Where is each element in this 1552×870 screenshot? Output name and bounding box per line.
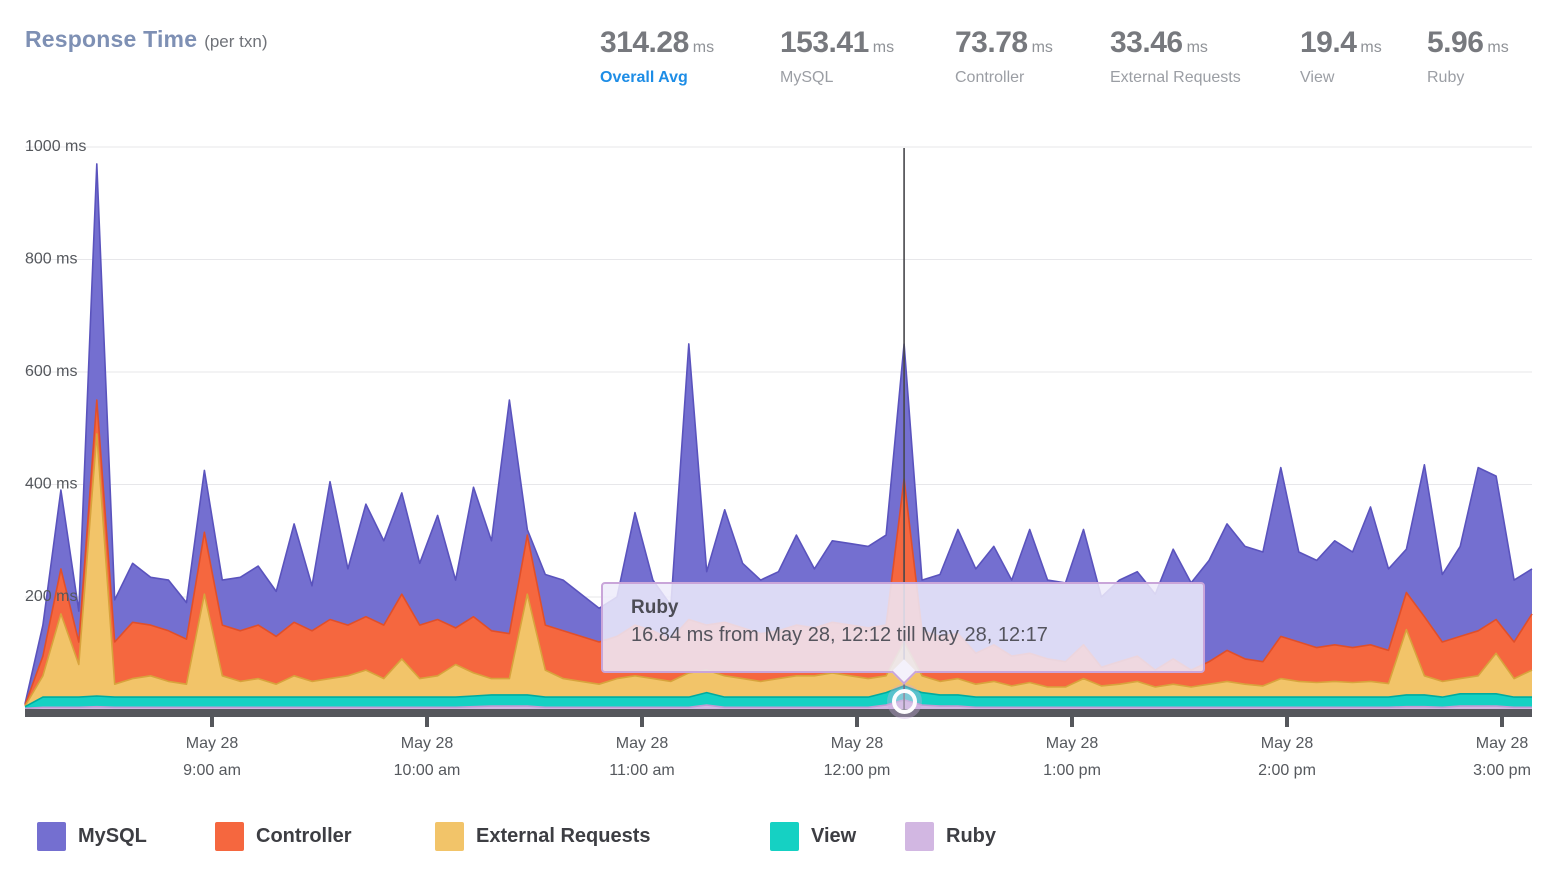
stat-label: MySQL bbox=[780, 69, 834, 86]
chart-tooltip: Ruby 16.84 ms from May 28, 12:12 till Ma… bbox=[601, 582, 1205, 685]
svg-text:3:00 pm: 3:00 pm bbox=[1473, 762, 1531, 779]
legend-item-controller[interactable]: Controller bbox=[215, 822, 352, 851]
legend-label: External Requests bbox=[476, 825, 651, 847]
stat-unit: ms bbox=[872, 39, 895, 56]
svg-text:May 28: May 28 bbox=[831, 735, 884, 752]
svg-text:May 28: May 28 bbox=[186, 735, 239, 752]
stat-unit: ms bbox=[1360, 39, 1382, 56]
legend-item-view[interactable]: View bbox=[770, 822, 856, 851]
page-title: Response Time (per txn) bbox=[25, 26, 267, 53]
svg-text:May 28: May 28 bbox=[616, 735, 669, 752]
svg-text:11:00 am: 11:00 am bbox=[609, 762, 675, 779]
stat-controller: 73.78 ms Controller bbox=[955, 26, 1053, 87]
svg-text:200 ms: 200 ms bbox=[25, 588, 77, 605]
stat-unit: ms bbox=[1031, 39, 1053, 56]
stat-value: 153.41 bbox=[780, 26, 869, 59]
stat-value: 19.4 bbox=[1300, 26, 1357, 59]
stat-label: External Requests bbox=[1110, 69, 1241, 86]
external-requests-swatch-icon bbox=[435, 822, 464, 851]
legend-label: Ruby bbox=[946, 825, 996, 847]
tooltip-value-text: 16.84 ms from May 28, 12:12 till May 28,… bbox=[631, 624, 1048, 646]
svg-text:10:00 am: 10:00 am bbox=[394, 762, 461, 779]
stat-value: 73.78 bbox=[955, 26, 1028, 59]
view-swatch-icon bbox=[770, 822, 799, 851]
stat-view: 19.4 ms View bbox=[1300, 26, 1382, 87]
stat-value: 5.96 bbox=[1427, 26, 1484, 59]
highlight-marker bbox=[892, 689, 917, 714]
svg-text:1000 ms: 1000 ms bbox=[25, 138, 86, 155]
stat-unit: ms bbox=[692, 39, 715, 56]
stat-label: Ruby bbox=[1427, 69, 1465, 86]
legend-item-ruby[interactable]: Ruby bbox=[905, 822, 996, 851]
svg-text:May 28: May 28 bbox=[1476, 735, 1529, 752]
chart-legend: MySQL Controller External Requests View … bbox=[0, 822, 1552, 856]
tooltip-series-name: Ruby bbox=[631, 597, 679, 618]
legend-label: Controller bbox=[256, 825, 352, 847]
ruby-swatch-icon bbox=[905, 822, 934, 851]
chart-title: Response Time bbox=[25, 26, 198, 52]
legend-item-external-requests[interactable]: External Requests bbox=[435, 822, 651, 851]
legend-label: View bbox=[811, 825, 857, 847]
stat-mysql: 153.41 ms MySQL bbox=[780, 26, 894, 87]
svg-text:May 28: May 28 bbox=[1261, 735, 1314, 752]
legend-label: MySQL bbox=[78, 825, 147, 847]
chart-subtitle: (per txn) bbox=[204, 32, 268, 51]
svg-text:600 ms: 600 ms bbox=[25, 363, 77, 380]
stat-value: 314.28 bbox=[600, 26, 689, 59]
svg-text:1:00 pm: 1:00 pm bbox=[1043, 762, 1101, 779]
stat-unit: ms bbox=[1487, 39, 1509, 56]
stat-label[interactable]: Overall Avg bbox=[600, 69, 688, 86]
svg-text:400 ms: 400 ms bbox=[25, 476, 77, 493]
svg-text:2:00 pm: 2:00 pm bbox=[1258, 762, 1316, 779]
stat-value: 33.46 bbox=[1110, 26, 1183, 59]
svg-text:9:00 am: 9:00 am bbox=[183, 762, 241, 779]
svg-text:May 28: May 28 bbox=[1046, 735, 1099, 752]
legend-item-mysql[interactable]: MySQL bbox=[37, 822, 147, 851]
svg-text:12:00 pm: 12:00 pm bbox=[824, 762, 891, 779]
stat-external-requests: 33.46 ms External Requests bbox=[1110, 26, 1241, 87]
stat-label: View bbox=[1300, 69, 1335, 86]
stat-label: Controller bbox=[955, 69, 1025, 86]
stat-ruby: 5.96 ms Ruby bbox=[1427, 26, 1509, 87]
stat-overall-avg: 314.28 ms Overall Avg bbox=[600, 26, 714, 87]
svg-text:May 28: May 28 bbox=[401, 735, 454, 752]
mysql-swatch-icon bbox=[37, 822, 66, 851]
controller-swatch-icon bbox=[215, 822, 244, 851]
svg-text:800 ms: 800 ms bbox=[25, 251, 77, 268]
stat-unit: ms bbox=[1186, 39, 1208, 56]
